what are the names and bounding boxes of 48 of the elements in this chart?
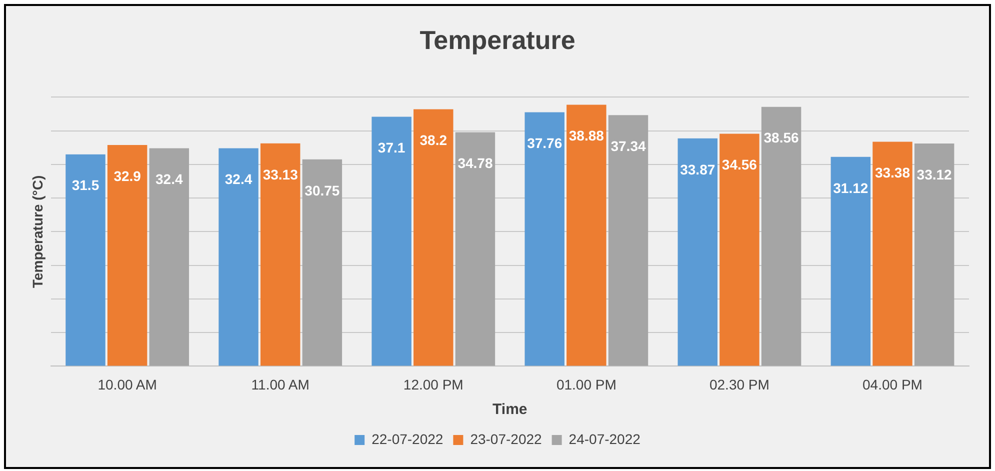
data-label: 32.4 [224,171,252,188]
bar [761,106,802,366]
y-axis-title: Temperature (°C) [29,175,46,288]
bar [260,143,300,366]
x-tick-label: 10.00 AM [98,376,157,392]
data-label: 33.38 [874,164,910,181]
chart-title: Temperature [420,24,576,55]
data-label: 33.13 [262,166,298,182]
bar [149,148,190,366]
data-label: 38.2 [420,132,448,148]
bar [218,148,258,366]
legend-label: 24-07-2022 [568,430,641,447]
bar [872,142,912,366]
bar [107,144,148,366]
data-label: 30.75 [304,182,340,198]
data-label: 31.5 [72,177,100,194]
data-label: 33.12 [916,166,952,182]
bar [830,156,871,366]
data-label: 32.4 [156,171,183,188]
data-label: 38.88 [568,128,604,144]
bar [914,143,954,366]
bar [678,138,718,366]
legend-label: 22-07-2022 [372,430,444,447]
bar [302,159,342,366]
legend-label: 23-07-2022 [470,430,542,447]
data-label: 37.76 [527,135,562,152]
x-tick-label: 02.30 PM [709,376,770,392]
x-tick-label: 11.00 AM [251,376,310,392]
data-label: 33.87 [680,161,716,178]
bar [720,134,760,366]
x-tick-label: 01.00 PM [556,376,616,392]
x-axis-title: Time [492,401,528,418]
bar [608,115,648,366]
bar [414,109,454,366]
data-label: 38.56 [764,130,800,146]
data-label: 37.1 [378,140,406,156]
data-label: 37.34 [610,138,646,154]
data-label: 34.78 [458,155,493,172]
bar [372,116,412,366]
bar [566,104,606,366]
data-label: 31.12 [833,180,868,196]
x-tick-label: 04.00 PM [862,376,922,392]
bar [455,132,496,366]
data-label: 34.56 [722,156,758,173]
bar [524,112,564,366]
data-label: 32.9 [114,168,142,184]
bar [66,154,106,366]
x-tick-label: 12.00 PM [403,376,464,392]
